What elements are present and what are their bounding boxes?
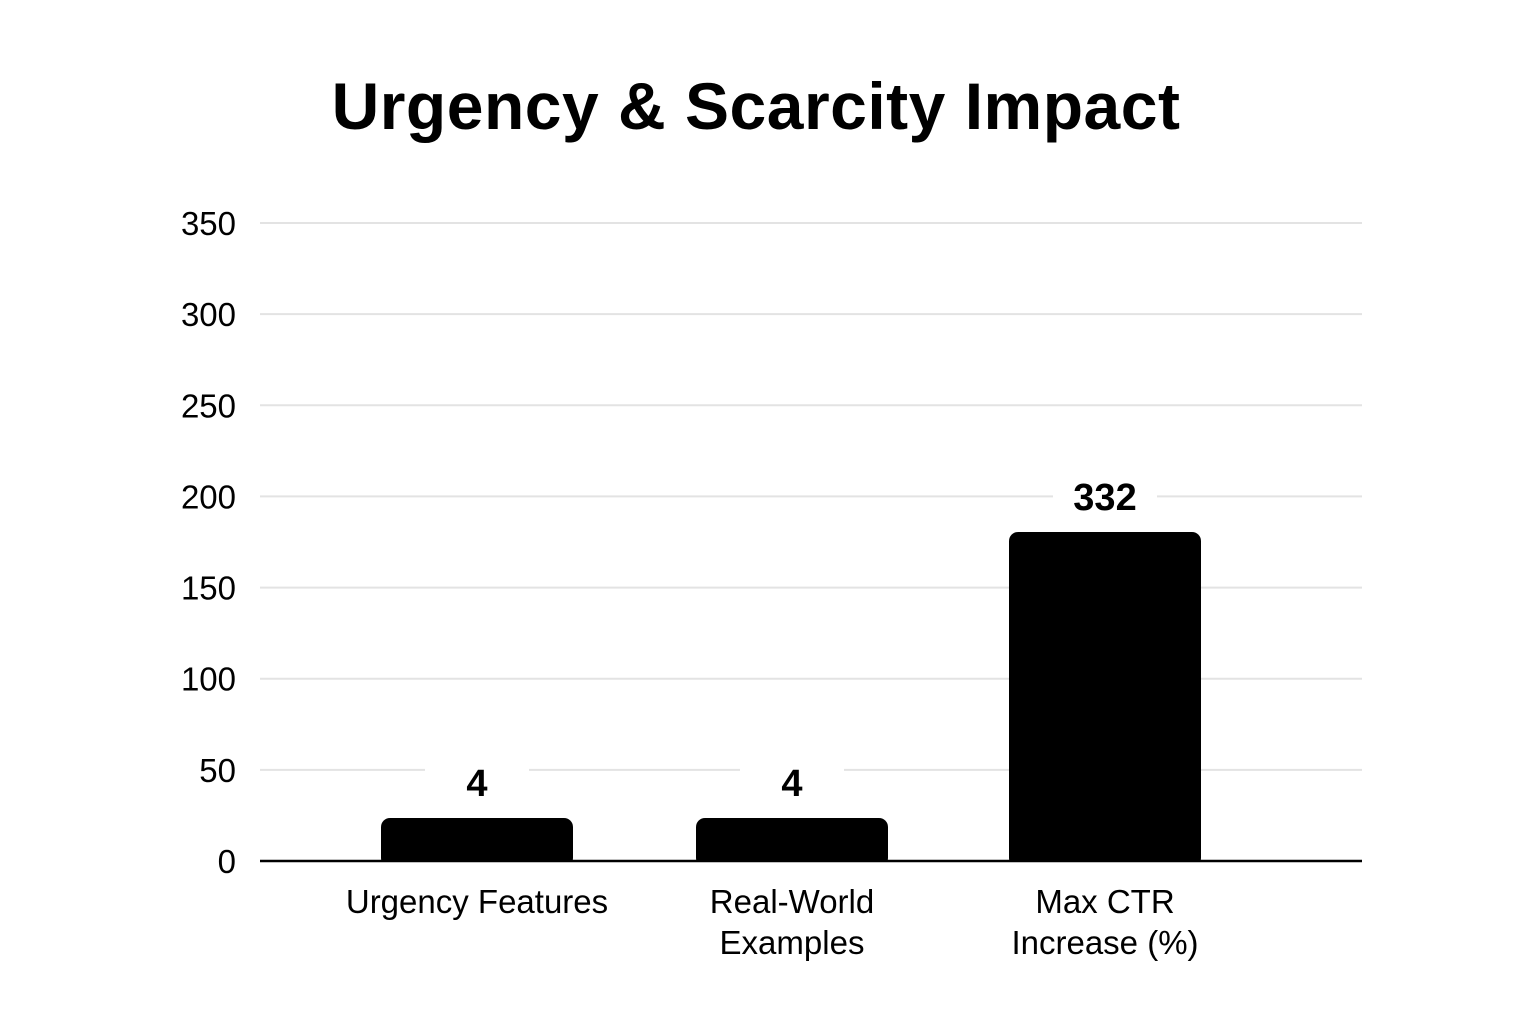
x-axis [260, 859, 1362, 870]
category-label: Max CTR [1035, 883, 1174, 920]
category-label: Examples [720, 924, 865, 961]
bar [381, 818, 573, 867]
bars [381, 532, 1201, 867]
y-tick-label: 200 [181, 478, 236, 515]
data-label: 4 [466, 763, 487, 805]
bar [1009, 532, 1201, 867]
y-tick-label: 100 [181, 661, 236, 698]
y-tick-label: 150 [181, 570, 236, 607]
data-label: 332 [1073, 477, 1136, 519]
category-labels: Urgency Features Real-World Examples Max CT… [346, 883, 1199, 961]
y-tick-label: 350 [181, 205, 236, 242]
data-label-background [740, 762, 844, 806]
y-tick-label: 0 [218, 843, 236, 880]
y-tick-labels: 0 50 100 150 200 250 300 350 [181, 205, 236, 880]
category-label: Urgency Features [346, 883, 608, 920]
data-label-background [425, 762, 529, 806]
axis-mask [260, 862, 1362, 870]
y-tick-label: 300 [181, 296, 236, 333]
y-tick-label: 250 [181, 387, 236, 424]
category-label: Increase (%) [1011, 924, 1198, 961]
data-label-background [1053, 476, 1157, 520]
y-tick-label: 50 [199, 752, 236, 789]
data-label: 4 [781, 763, 802, 805]
chart-title: Urgency & Scarcity Impact [331, 69, 1181, 143]
bar [696, 818, 888, 867]
data-labels: 4 4 332 [425, 476, 1157, 806]
category-label: Real-World [710, 883, 874, 920]
